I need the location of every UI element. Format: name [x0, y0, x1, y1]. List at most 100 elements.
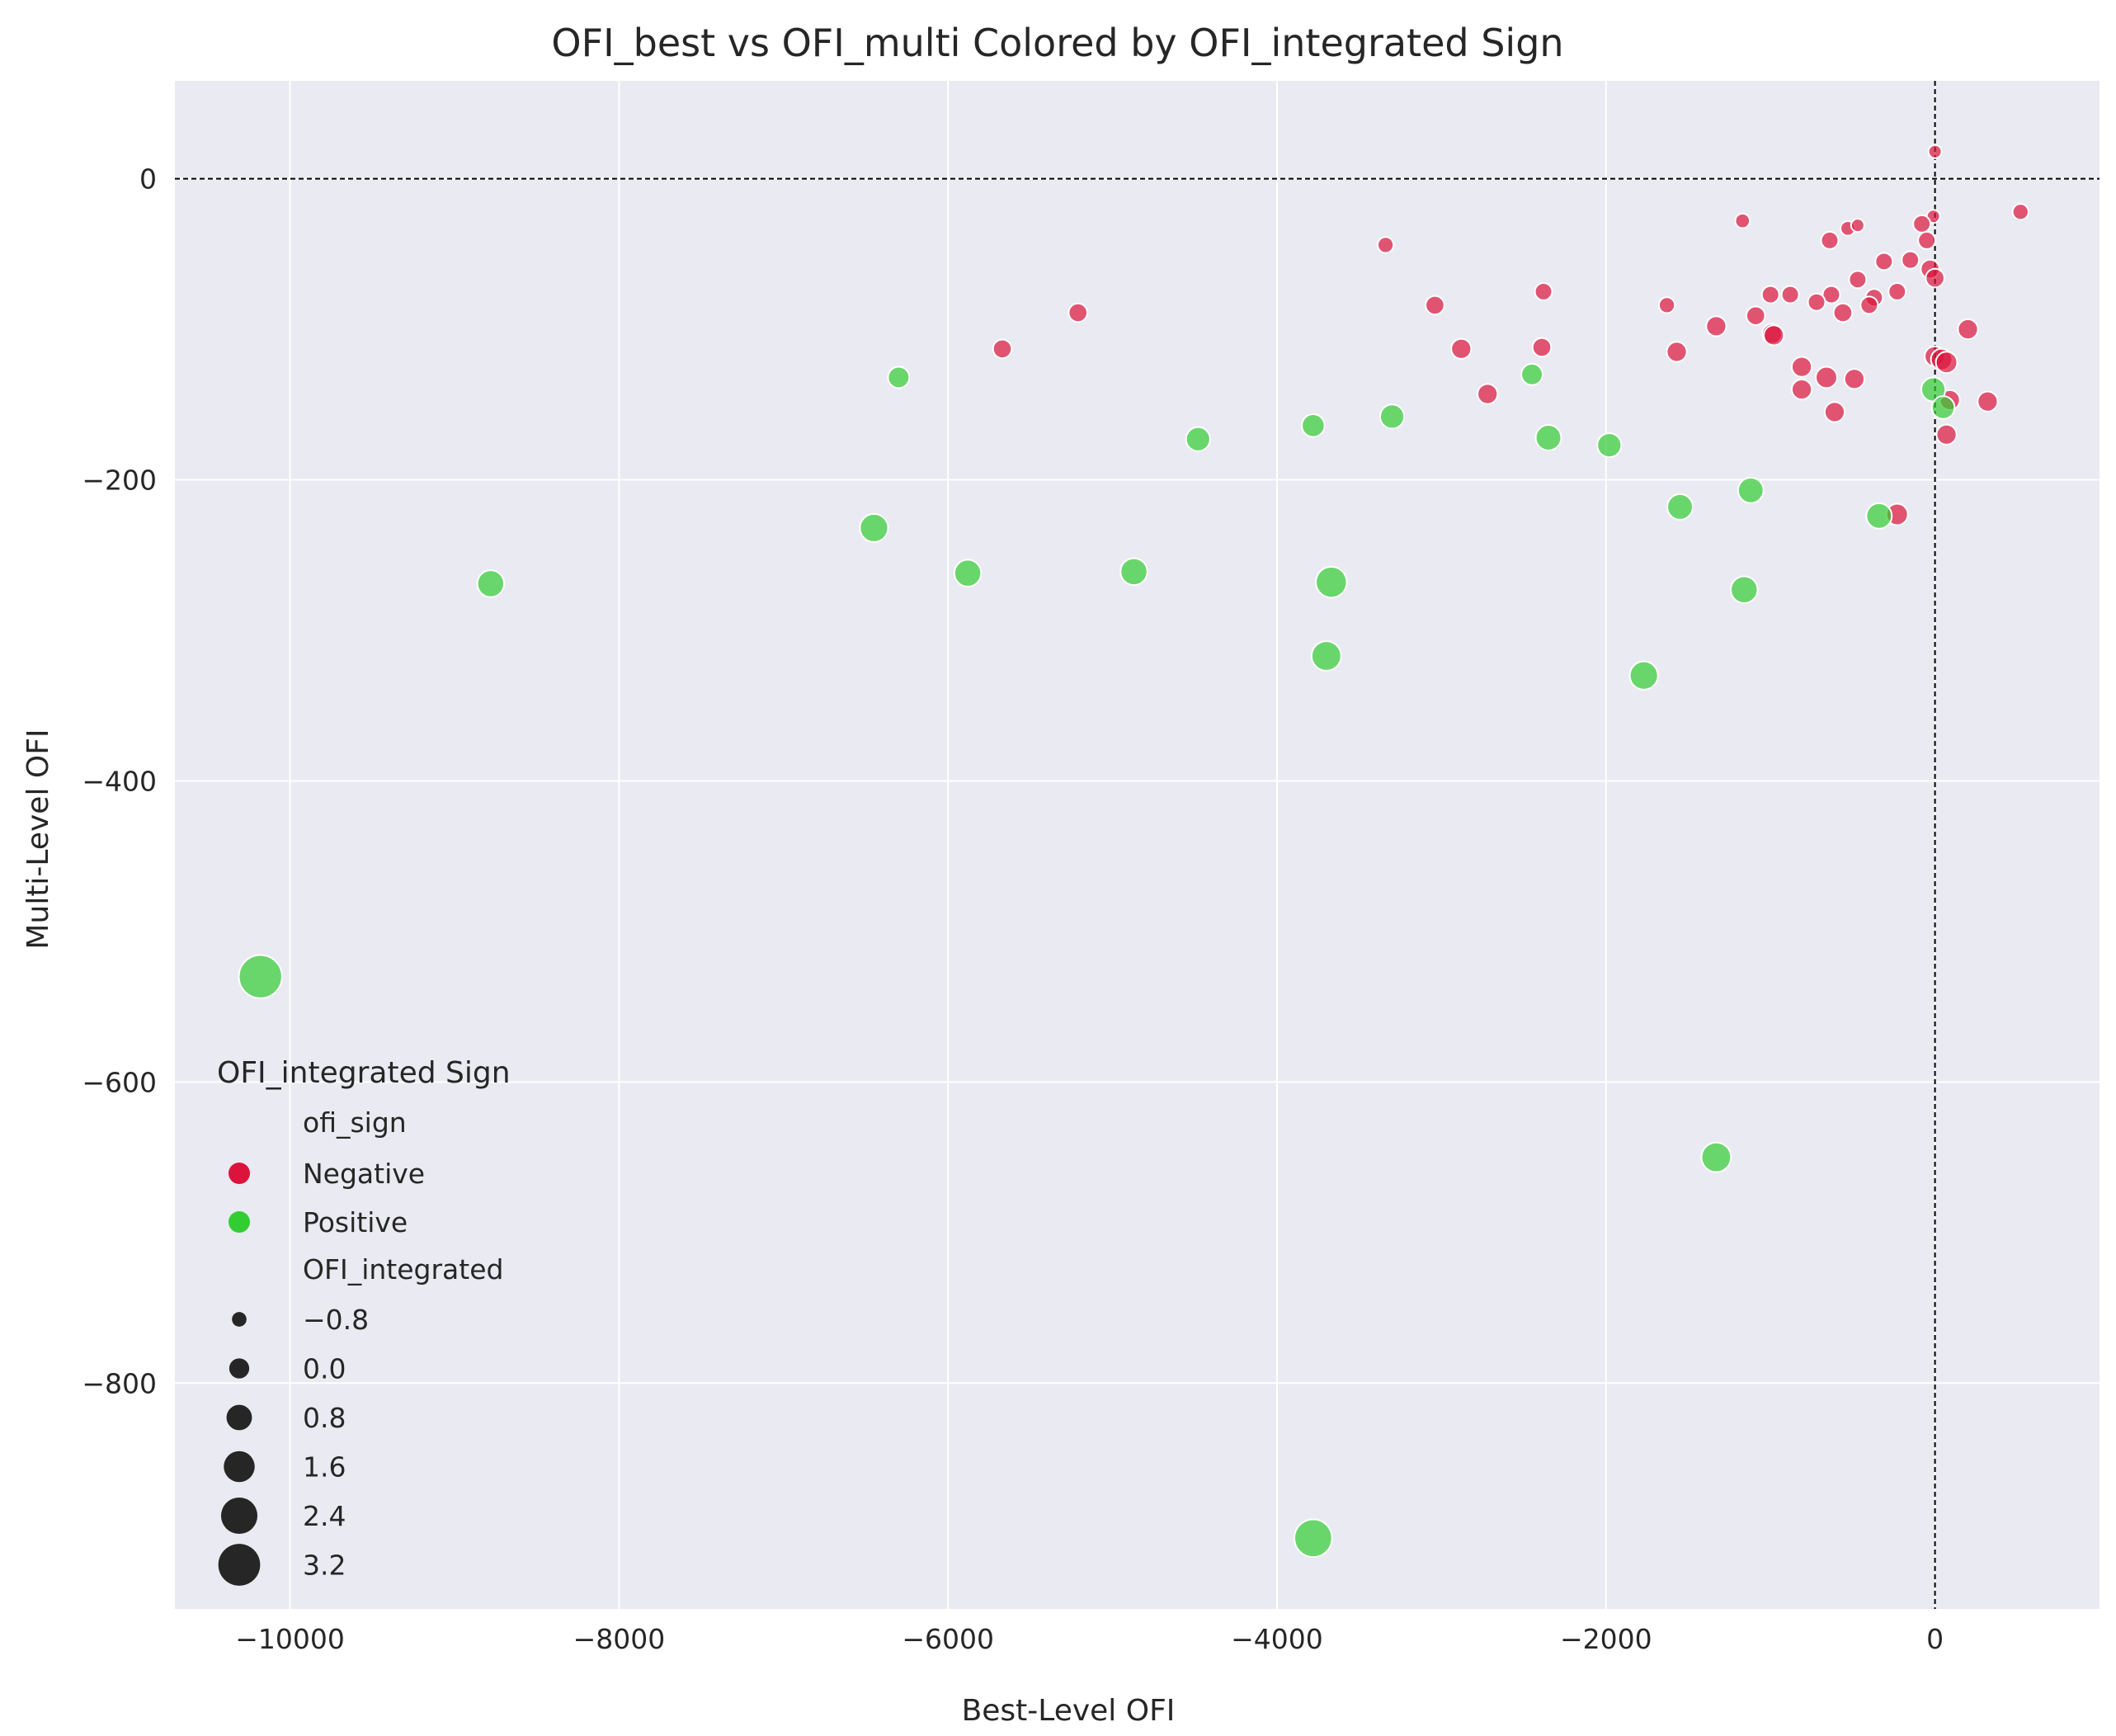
point-negative: [1832, 302, 1854, 323]
legend-size-label: 0.0: [303, 1353, 346, 1385]
x-tick-label: −6000: [902, 1623, 994, 1655]
point-negative: [1859, 295, 1879, 315]
point-positive: [859, 512, 889, 544]
legend: OFI_integrated Sign ofi_sign Negative Pos…: [217, 1056, 511, 1586]
legend-size-title: OFI_integrated: [303, 1253, 503, 1285]
x-tick-label: −2000: [1560, 1623, 1652, 1655]
point-positive: [1730, 575, 1759, 604]
point-negative: [2011, 203, 2029, 221]
reference-lines: [175, 81, 2100, 1609]
point-negative: [1067, 302, 1089, 323]
point-negative: [1477, 383, 1499, 405]
point-positive: [1628, 660, 1659, 691]
point-positive: [1520, 362, 1544, 386]
legend-swatch-positive: [229, 1211, 250, 1233]
legend-size-swatch: [218, 1544, 261, 1586]
point-negative: [992, 338, 1013, 360]
point-negative: [1957, 318, 1979, 341]
point-positive: [1310, 640, 1342, 672]
point-negative: [1531, 337, 1553, 358]
point-negative: [1977, 390, 1999, 413]
point-negative: [1820, 230, 1840, 250]
point-negative: [1790, 378, 1813, 401]
point-negative: [1917, 230, 1937, 250]
point-negative: [1843, 368, 1866, 390]
legend-swatch-negative: [229, 1163, 250, 1184]
point-negative: [1925, 267, 1945, 289]
point-negative: [1763, 324, 1785, 347]
point-positive: [1185, 426, 1211, 452]
point-positive: [476, 569, 506, 598]
y-tick-label: −600: [82, 1066, 157, 1098]
legend-size-label: 2.4: [303, 1500, 346, 1532]
point-negative: [1821, 285, 1841, 304]
point-positive: [1700, 1141, 1732, 1173]
point-negative: [1815, 366, 1838, 389]
point-negative: [1935, 423, 1958, 446]
point-positive: [1737, 476, 1765, 504]
legend-size-swatch: [220, 1497, 258, 1535]
x-axis-label: Best-Level OFI: [962, 1694, 1176, 1728]
legend-size-swatch: [226, 1404, 252, 1431]
point-positive: [1301, 413, 1326, 438]
x-tick-label: −8000: [573, 1623, 666, 1655]
point-positive: [1666, 493, 1694, 521]
point-negative: [1780, 285, 1800, 304]
point-negative: [1705, 315, 1727, 337]
x-tick-label: −10000: [235, 1623, 345, 1655]
legend-size-label: 1.6: [303, 1451, 346, 1484]
point-negative: [1850, 218, 1865, 234]
point-positive: [1930, 395, 1956, 420]
point-positive: [1534, 424, 1562, 451]
legend-size-label: 3.2: [303, 1550, 346, 1582]
x-tick-label: 0: [1926, 1623, 1944, 1655]
point-positive: [238, 954, 283, 999]
legend-hue-entries: Negative Positive: [229, 1158, 425, 1238]
data-points: [238, 144, 2029, 1559]
legend-size-entries: −0.8 0.0 0.8 1.6 2.4 3.2: [218, 1304, 369, 1586]
point-positive: [1378, 403, 1406, 430]
point-negative: [1935, 351, 1958, 375]
point-negative: [1425, 295, 1445, 316]
point-positive: [1315, 565, 1348, 599]
point-negative: [1790, 356, 1813, 378]
point-negative: [1657, 296, 1676, 314]
point-positive: [953, 559, 983, 587]
point-negative: [1807, 292, 1826, 312]
legend-size-swatch: [224, 1451, 255, 1483]
x-tick-label: −4000: [1231, 1623, 1323, 1655]
point-negative: [1927, 144, 1943, 159]
legend-size-swatch: [232, 1312, 247, 1327]
legend-size-swatch: [229, 1358, 250, 1379]
point-positive: [1293, 1518, 1333, 1559]
legend-label-positive: Positive: [303, 1206, 408, 1238]
y-tick-label: −400: [82, 765, 157, 797]
y-tick-label: −800: [82, 1367, 157, 1399]
point-negative: [1376, 236, 1395, 254]
point-positive: [1596, 432, 1623, 459]
chart-title: OFI_best vs OFI_multi Colored by OFI_int…: [551, 21, 1563, 65]
point-negative: [1848, 270, 1868, 290]
y-tick-label: 0: [139, 163, 157, 196]
legend-label-negative: Negative: [303, 1158, 425, 1190]
point-negative: [1760, 285, 1780, 304]
point-negative: [1734, 212, 1751, 229]
y-tick-label: −200: [82, 465, 157, 497]
point-negative: [1874, 252, 1894, 271]
plot-area: [175, 81, 2100, 1609]
point-negative: [1534, 281, 1553, 301]
legend-title: OFI_integrated Sign: [217, 1056, 511, 1090]
point-positive: [1865, 502, 1893, 530]
legend-hue-title: ofi_sign: [303, 1106, 407, 1139]
point-positive: [887, 366, 911, 389]
legend-size-label: 0.8: [303, 1402, 346, 1434]
point-negative: [1745, 305, 1766, 326]
point-negative: [1901, 250, 1920, 270]
tick-labels: −10000 −8000 −6000 −4000 −2000 0 0 −200 −400 −600…: [82, 163, 1944, 1655]
point-negative: [1912, 214, 1932, 234]
point-negative: [1823, 401, 1846, 423]
point-negative: [1666, 341, 1688, 363]
legend-size-label: −0.8: [303, 1304, 369, 1336]
